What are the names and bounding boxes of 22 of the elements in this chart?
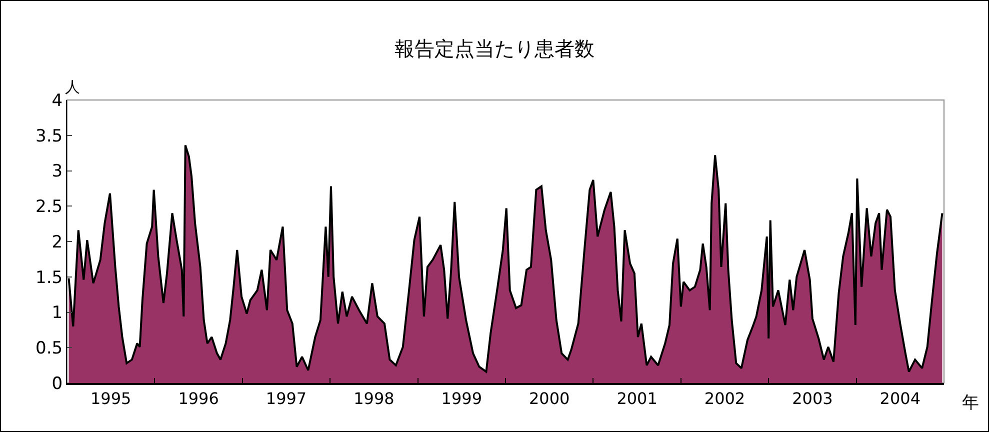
y-tick-label: 3.5 bbox=[36, 126, 63, 146]
x-tick-label: 2004 bbox=[880, 389, 921, 408]
x-tick-label: 2003 bbox=[792, 389, 833, 408]
chart-title: 報告定点当たり患者数 bbox=[394, 36, 594, 60]
y-tick-label: 0 bbox=[52, 374, 63, 394]
x-tick-label: 2001 bbox=[616, 389, 658, 408]
x-tick-label: 2000 bbox=[528, 389, 570, 408]
x-tick-label: 1997 bbox=[266, 389, 307, 408]
y-axis-title: 人 bbox=[65, 78, 80, 96]
x-tick-label: 1998 bbox=[354, 389, 394, 408]
x-tick-label: 2002 bbox=[704, 389, 746, 408]
y-tick-label: 2.5 bbox=[36, 197, 63, 218]
y-tick-label: 0.5 bbox=[36, 338, 63, 359]
y-tick-label: 1 bbox=[52, 303, 63, 324]
y-tick-label: 1.5 bbox=[36, 268, 63, 288]
x-tick-label: 1999 bbox=[441, 389, 482, 408]
y-tick-label: 4 bbox=[52, 90, 63, 111]
y-tick-label: 3 bbox=[52, 162, 63, 182]
x-tick-label: 1995 bbox=[90, 389, 132, 408]
x-tick-label: 1996 bbox=[178, 389, 219, 408]
y-tick-label: 2 bbox=[52, 232, 63, 252]
x-axis-title: 年 bbox=[962, 393, 979, 413]
